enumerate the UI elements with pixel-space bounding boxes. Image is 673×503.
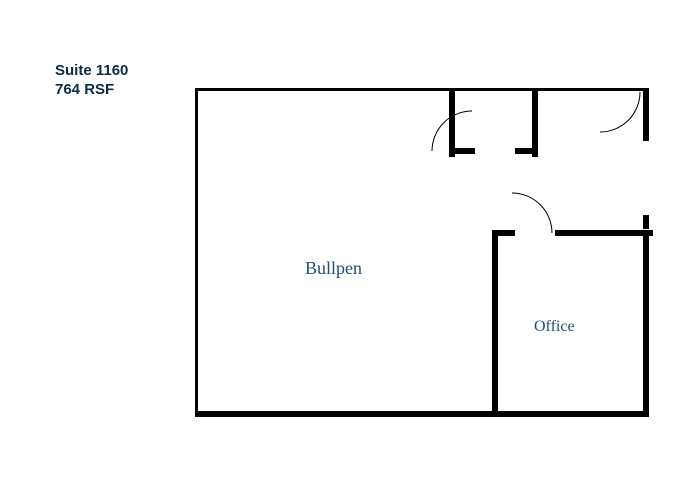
walls-group [195,88,650,414]
room-label-office: Office [534,318,575,336]
door-arc [600,92,640,132]
title-line1: Suite 1160 [55,62,128,81]
title-block: Suite 1160 764 RSF [55,62,128,100]
room-label-bullpen: Bullpen [305,258,362,279]
door-arc [512,193,552,233]
title-line2: 764 RSF [55,81,128,100]
floorplan-svg [195,88,656,424]
